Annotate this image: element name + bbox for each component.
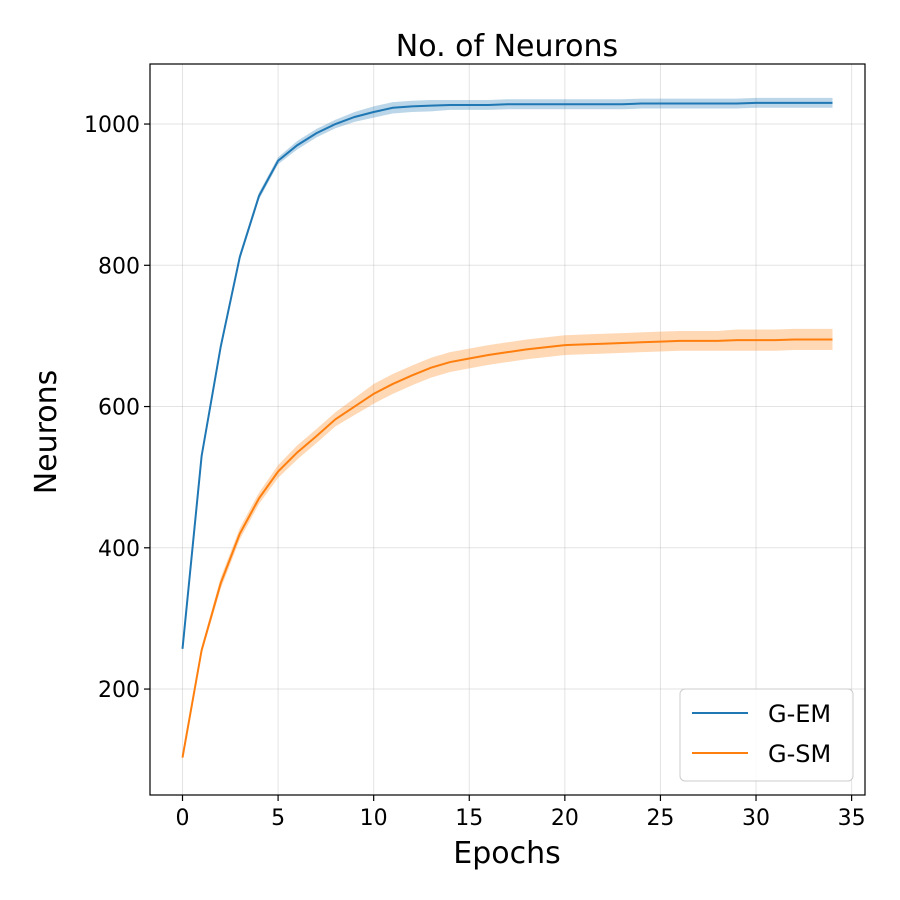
grid — [150, 64, 865, 795]
series-lines — [181, 101, 833, 758]
plot-frame — [149, 63, 866, 796]
x-tick-label: 30 — [742, 806, 770, 831]
x-tick-label: 25 — [646, 806, 674, 831]
y-tick-label: 400 — [98, 537, 140, 562]
y-axis-title: Neurons — [29, 370, 64, 495]
series-line-g-em — [181, 101, 833, 649]
legend: G-EM G-SM — [679, 688, 854, 782]
x-tick-label: 15 — [455, 806, 483, 831]
y-tick-label: 1000 — [84, 113, 140, 138]
legend-label-g-em: G-EM — [768, 700, 831, 728]
x-axis-title: Epochs — [453, 836, 561, 871]
y-tick-label: 800 — [98, 254, 140, 279]
confidence-bands — [182, 97, 833, 760]
x-tick-label: 10 — [360, 806, 388, 831]
axis-ticks: 0 5 10 15 20 25 30 35 200 400 600 800 1000 — [84, 113, 866, 831]
legend-label-g-sm: G-SM — [768, 740, 831, 768]
x-tick-label: 5 — [271, 806, 285, 831]
y-tick-label: 200 — [98, 678, 140, 703]
chart-title: No. of Neurons — [396, 29, 618, 64]
series-line-g-sm — [181, 338, 833, 758]
x-tick-label: 0 — [176, 806, 190, 831]
x-tick-label: 35 — [838, 806, 866, 831]
series-band-g-em — [182, 97, 833, 651]
y-tick-label: 600 — [98, 396, 140, 421]
x-tick-label: 20 — [551, 806, 579, 831]
